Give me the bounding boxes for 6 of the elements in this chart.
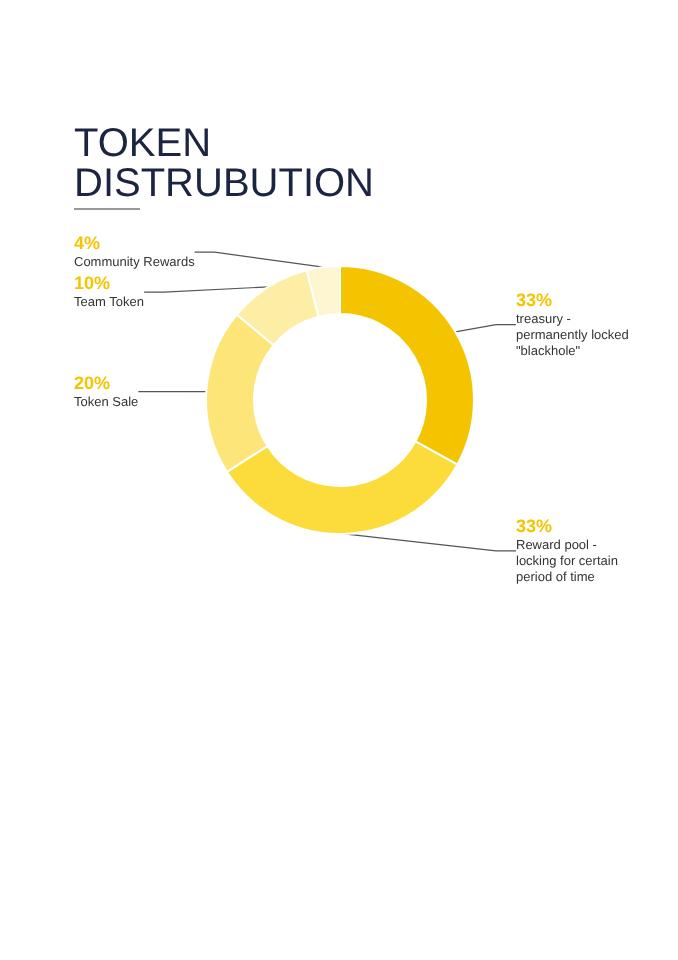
chart-title: TOKEN DISTRUBUTION bbox=[74, 122, 374, 206]
data-label: 4% bbox=[74, 233, 101, 254]
data-label: 33% bbox=[516, 515, 553, 536]
data-label: 20% bbox=[74, 372, 111, 393]
data-label: 10% bbox=[74, 273, 111, 294]
data-label: 33% bbox=[516, 289, 553, 310]
